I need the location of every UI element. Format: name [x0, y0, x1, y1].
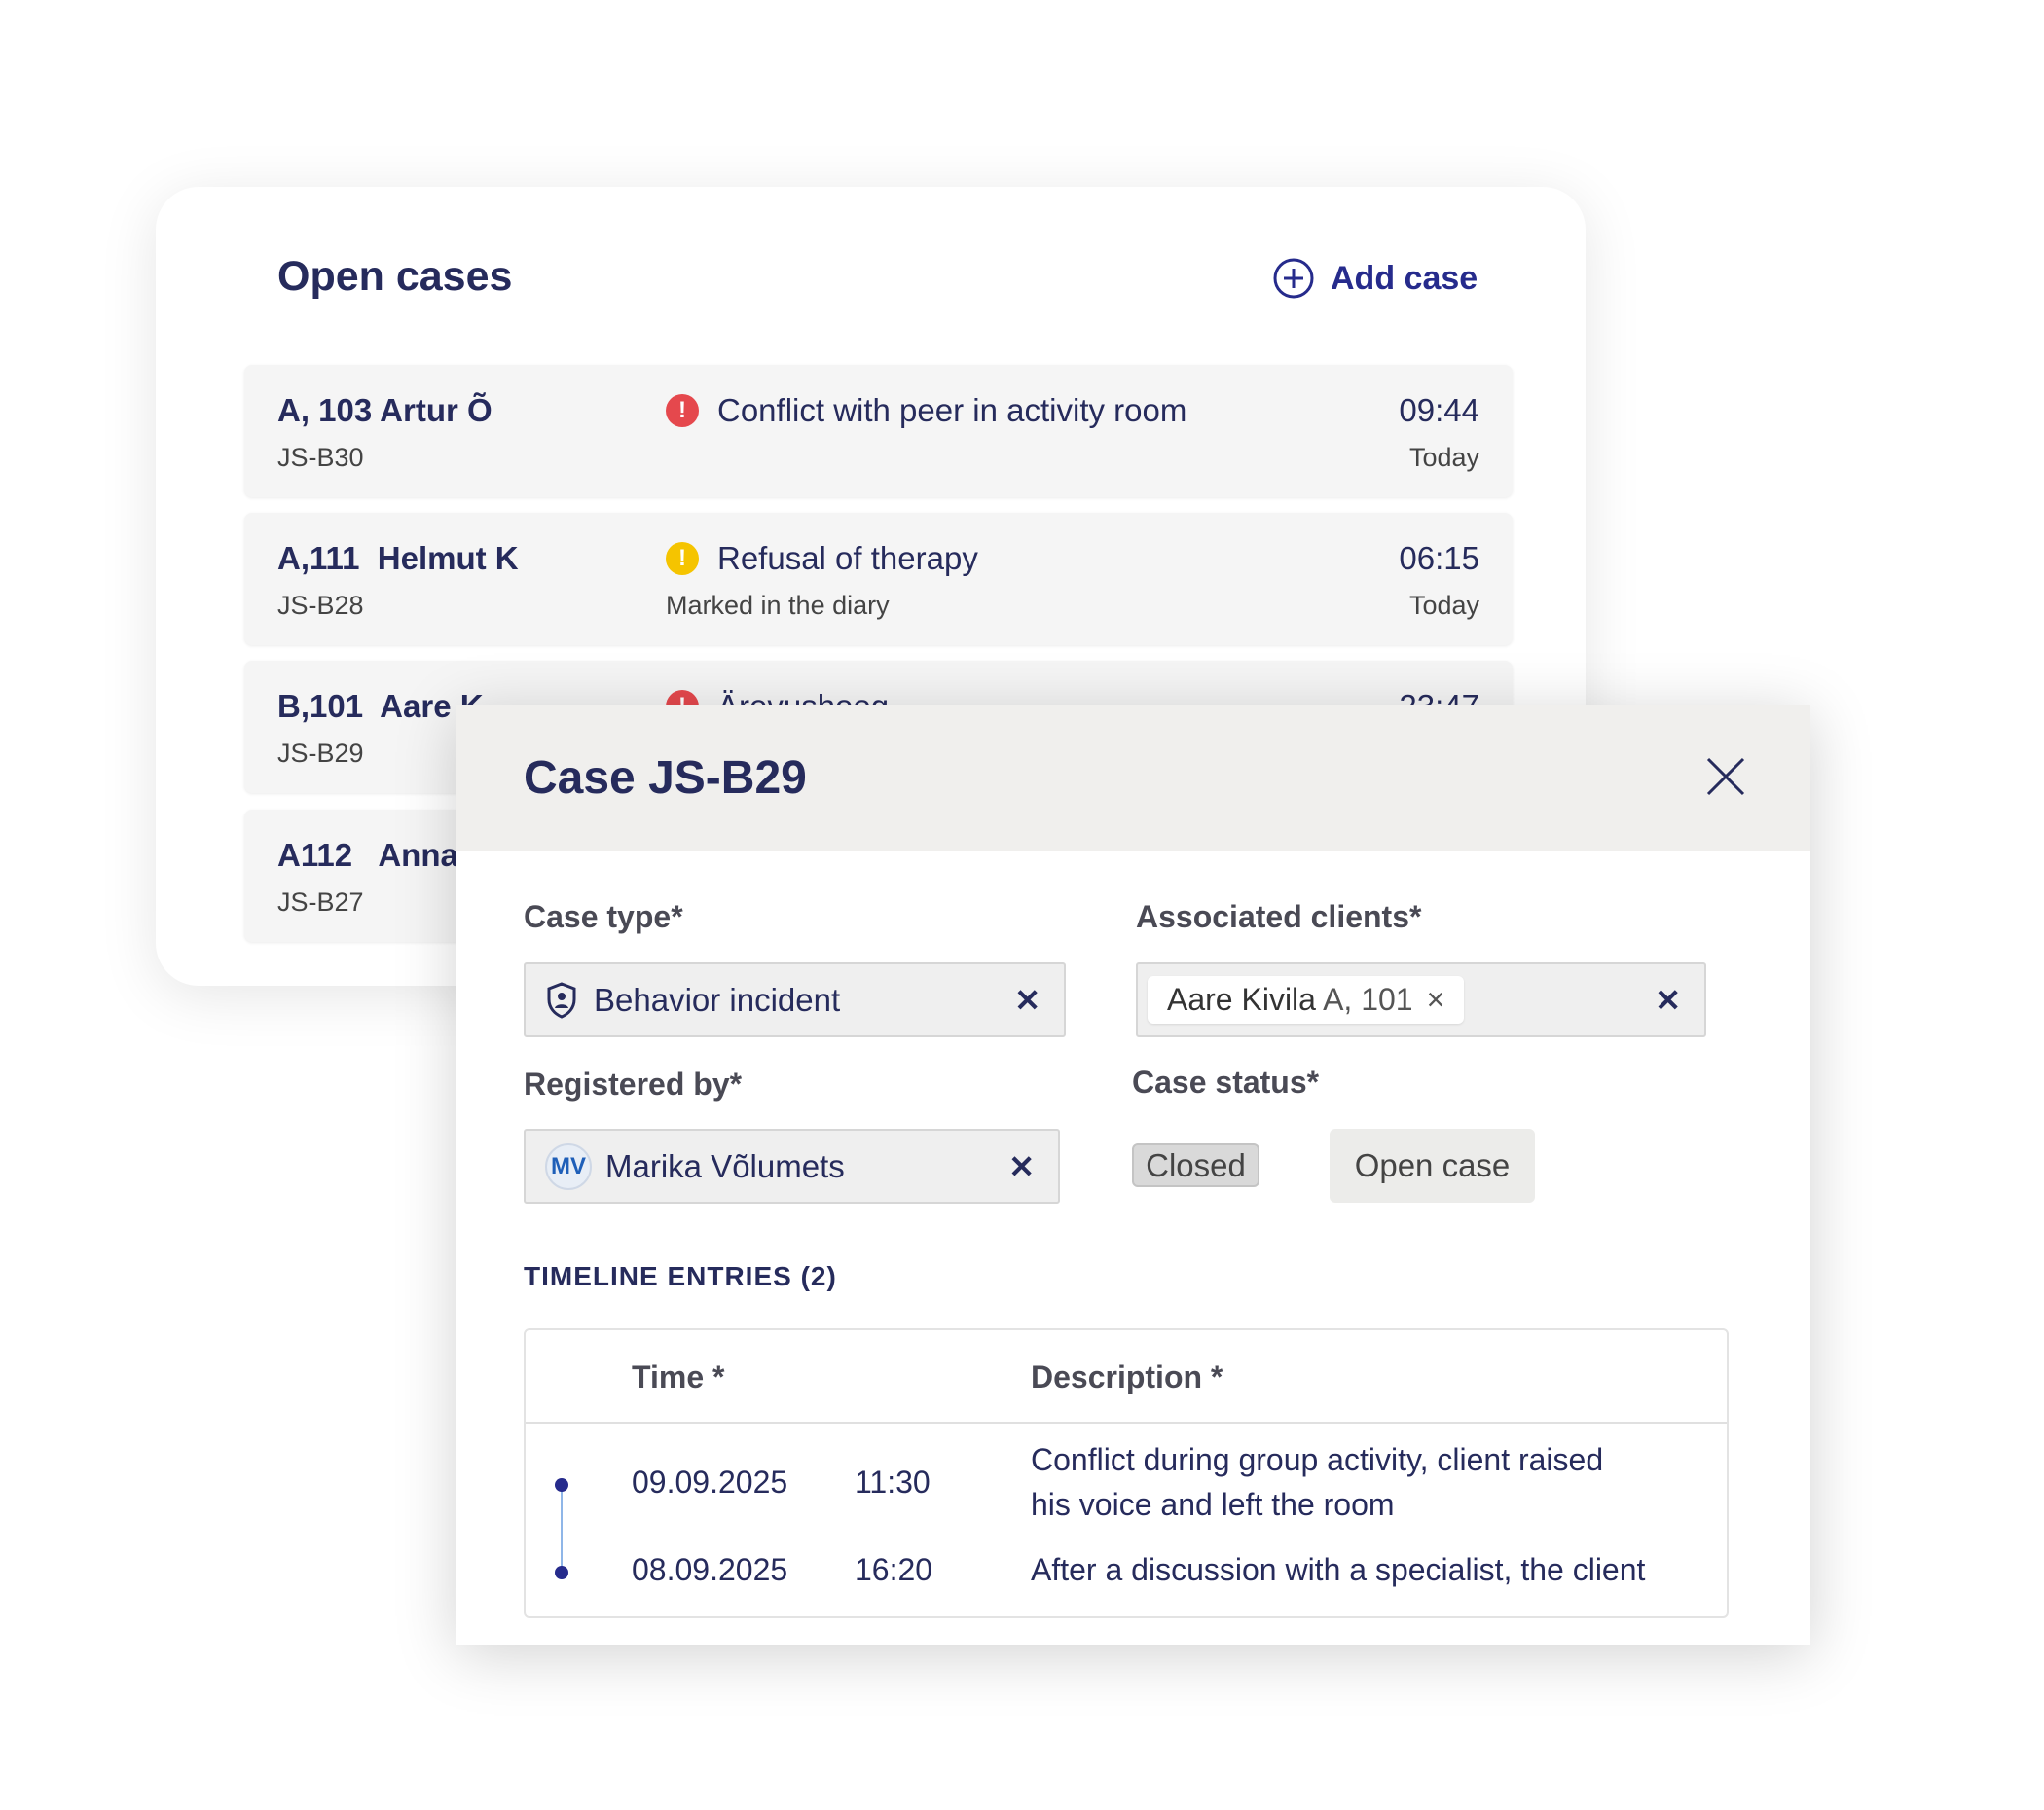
- case-code: JS-B30: [277, 443, 364, 472]
- col-time-header: Time *: [632, 1359, 725, 1394]
- remove-chip-icon[interactable]: ×: [1426, 982, 1445, 1017]
- entry-date[interactable]: 08.09.2025: [632, 1552, 788, 1587]
- plus-circle-icon: [1273, 258, 1314, 299]
- chip-client-name: Aare Kivila: [1167, 982, 1316, 1017]
- clear-icon[interactable]: ✕: [1008, 1149, 1035, 1184]
- case-card[interactable]: A,111 Helmut K JS-B28 ! Refusal of thera…: [244, 513, 1513, 645]
- case-time: 09:44: [1399, 392, 1479, 428]
- add-case-button[interactable]: Add case: [1272, 257, 1478, 300]
- alert-medium-icon: !: [666, 542, 699, 575]
- case-day: Today: [1408, 443, 1479, 472]
- header-divider: [526, 1422, 1727, 1424]
- client-name: A,111 Helmut K: [277, 540, 519, 576]
- registered-by-field[interactable]: MV Marika Võlumets ✕: [524, 1129, 1060, 1204]
- case-code: JS-B27: [277, 887, 364, 917]
- clear-icon[interactable]: ✕: [1014, 983, 1040, 1018]
- entry-description[interactable]: After a discussion with a specialist, th…: [1031, 1552, 1646, 1587]
- timeline-heading: TIMELINE ENTRIES (2): [524, 1261, 837, 1291]
- case-description: Conflict with peer in activity room: [717, 392, 1187, 428]
- case-description: Refusal of therapy: [717, 540, 978, 576]
- shield-person-icon: [547, 981, 576, 1019]
- case-subtext: Marked in the diary: [666, 591, 890, 620]
- status-badge: Closed: [1132, 1143, 1259, 1187]
- client-name: B,101 Aare K: [277, 688, 484, 724]
- modal-header: Case JS-B29: [456, 705, 1810, 851]
- case-code: JS-B28: [277, 591, 364, 620]
- entry-description[interactable]: his voice and left the room: [1031, 1487, 1395, 1522]
- case-type-label: Case type*: [524, 899, 683, 934]
- associated-clients-label: Associated clients*: [1136, 899, 1422, 934]
- entry-date[interactable]: 09.09.2025: [632, 1465, 788, 1500]
- case-type-field[interactable]: Behavior incident ✕: [524, 962, 1066, 1037]
- entry-time[interactable]: 11:30: [855, 1465, 931, 1500]
- col-description-header: Description *: [1031, 1359, 1223, 1394]
- case-card[interactable]: A, 103 Artur Õ JS-B30 ! Conflict with pe…: [244, 365, 1513, 497]
- entry-description[interactable]: Conflict during group activity, client r…: [1031, 1442, 1604, 1477]
- case-status-label: Case status*: [1132, 1065, 1320, 1100]
- registered-by-value: Marika Võlumets: [605, 1147, 845, 1184]
- alert-high-icon: !: [666, 394, 699, 427]
- case-code: JS-B29: [277, 739, 364, 768]
- chip-client-room: A, 101: [1323, 982, 1413, 1017]
- open-cases-title: Open cases: [277, 253, 513, 300]
- open-case-button[interactable]: Open case: [1330, 1129, 1535, 1203]
- modal-title: Case JS-B29: [524, 752, 807, 804]
- client-name: A112 Anna: [277, 837, 458, 873]
- associated-clients-field[interactable]: Aare Kivila A, 101 × ✕: [1136, 962, 1706, 1037]
- timeline-dot: [555, 1566, 568, 1579]
- case-type-value: Behavior incident: [594, 981, 841, 1018]
- timeline-connector: [561, 1486, 563, 1574]
- clear-icon[interactable]: ✕: [1655, 983, 1681, 1018]
- client-chip: Aare Kivila A, 101 ×: [1148, 976, 1465, 1024]
- add-case-label: Add case: [1331, 259, 1478, 297]
- avatar: MV: [545, 1142, 592, 1190]
- registered-by-label: Registered by*: [524, 1067, 743, 1102]
- case-modal: Case JS-B29 Case type* Behavior incident…: [456, 705, 1810, 1645]
- timeline-table: Time * Description * 09.09.2025 11:30 Co…: [524, 1328, 1729, 1618]
- close-icon[interactable]: [1704, 755, 1747, 798]
- client-name: A, 103 Artur Õ: [277, 392, 493, 428]
- entry-time[interactable]: 16:20: [855, 1552, 933, 1587]
- timeline-dot: [555, 1478, 568, 1492]
- case-day: Today: [1408, 591, 1479, 620]
- case-time: 06:15: [1399, 540, 1479, 576]
